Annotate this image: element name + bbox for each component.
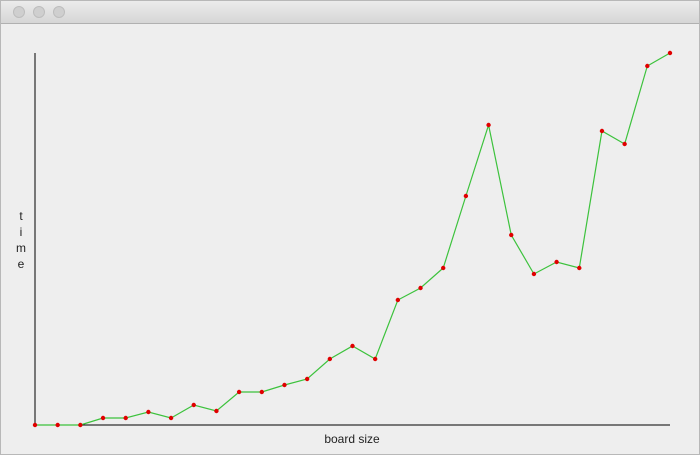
data-line — [35, 52, 671, 426]
data-point — [486, 122, 491, 128]
data-point — [236, 389, 242, 395]
data-point — [282, 382, 287, 388]
data-point — [304, 376, 310, 382]
data-point — [214, 408, 219, 414]
data-point — [622, 141, 627, 147]
data-point — [123, 415, 128, 421]
data-point — [168, 415, 174, 421]
data-point — [667, 50, 673, 56]
data-point — [327, 356, 333, 362]
data-point — [645, 63, 650, 69]
zoom-button[interactable] — [53, 6, 65, 18]
data-point — [350, 343, 355, 349]
data-point — [599, 128, 605, 134]
close-button[interactable] — [13, 6, 25, 18]
y-axis-label: time — [14, 209, 28, 273]
x-axis-label: board size — [324, 432, 380, 446]
data-point — [463, 193, 469, 199]
data-point — [372, 356, 378, 362]
minimize-button[interactable] — [33, 6, 45, 18]
data-point — [100, 415, 106, 421]
data-point — [509, 232, 514, 238]
data-point — [55, 422, 60, 428]
data-point — [146, 409, 151, 415]
title-bar — [1, 1, 699, 24]
data-point — [32, 422, 38, 428]
data-point — [441, 265, 446, 271]
data-point — [531, 271, 537, 277]
data-point — [395, 297, 401, 303]
data-point — [577, 265, 582, 271]
data-point — [78, 422, 83, 428]
data-point — [191, 402, 196, 408]
data-point — [554, 259, 559, 265]
data-point — [259, 389, 264, 395]
data-point — [418, 285, 423, 291]
